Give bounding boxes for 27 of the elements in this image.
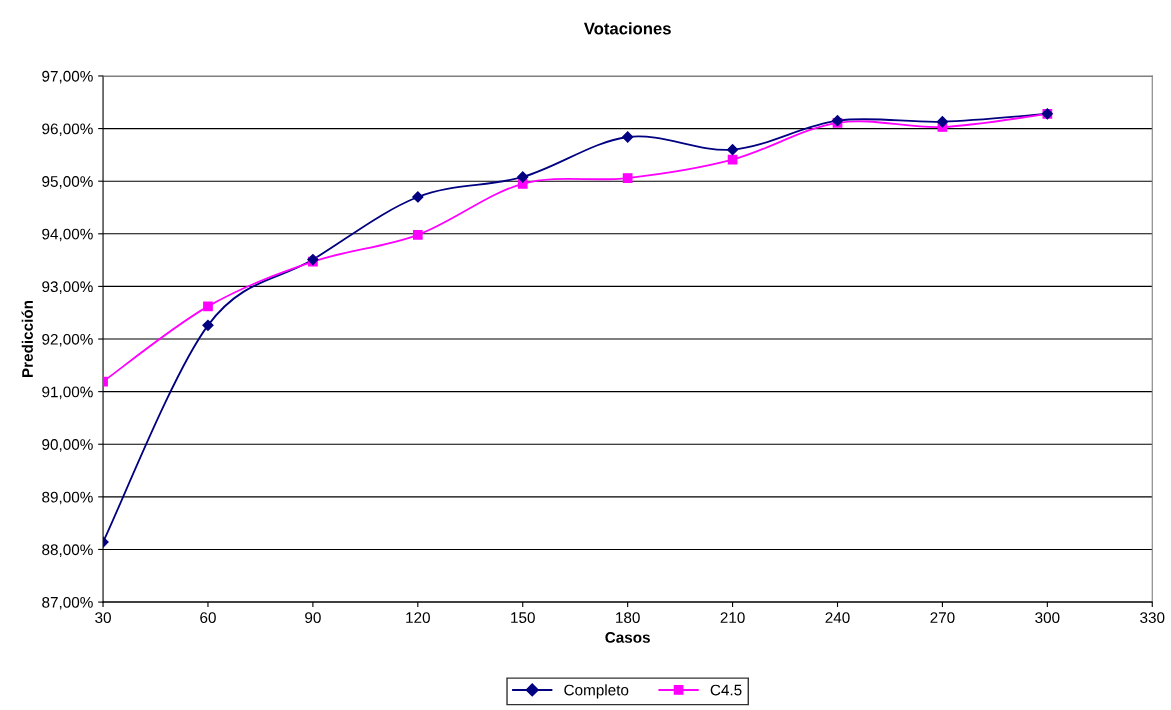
- y-tick-label: 92,00%: [42, 333, 93, 347]
- legend-label: Completo: [564, 684, 629, 699]
- y-tick-label: 95,00%: [42, 176, 93, 189]
- x-axis-title: Casos: [605, 632, 650, 643]
- y-axis-title: Predicción: [21, 300, 33, 378]
- y-tick-label: 90,00%: [42, 439, 93, 452]
- x-tick-label: 330: [1140, 612, 1165, 624]
- x-tick-label: 120: [406, 612, 430, 624]
- x-tick-label: 150: [511, 612, 535, 624]
- y-tick-label: 88,00%: [42, 544, 93, 557]
- legend-label: C4.5: [710, 684, 742, 696]
- y-tick-label: 93,00%: [42, 281, 93, 294]
- y-tick-label: 97,00%: [42, 70, 93, 84]
- y-tick-label: 91,00%: [42, 386, 93, 400]
- y-tick-label: 89,00%: [42, 491, 93, 505]
- y-tick-label: 94,00%: [42, 228, 93, 242]
- x-tick-label: 90: [305, 612, 321, 624]
- x-tick-label: 240: [825, 612, 850, 624]
- y-tick-label: 87,00%: [42, 596, 93, 610]
- x-tick-label: 300: [1035, 612, 1060, 624]
- x-tick-label: 210: [720, 612, 745, 624]
- y-tick-label: 96,00%: [42, 123, 93, 137]
- x-tick-label: 270: [930, 612, 955, 624]
- chart-title: Votaciones: [583, 22, 671, 35]
- x-tick-label: 60: [200, 612, 216, 624]
- x-tick-label: 180: [616, 612, 640, 624]
- x-tick-label: 30: [95, 612, 111, 624]
